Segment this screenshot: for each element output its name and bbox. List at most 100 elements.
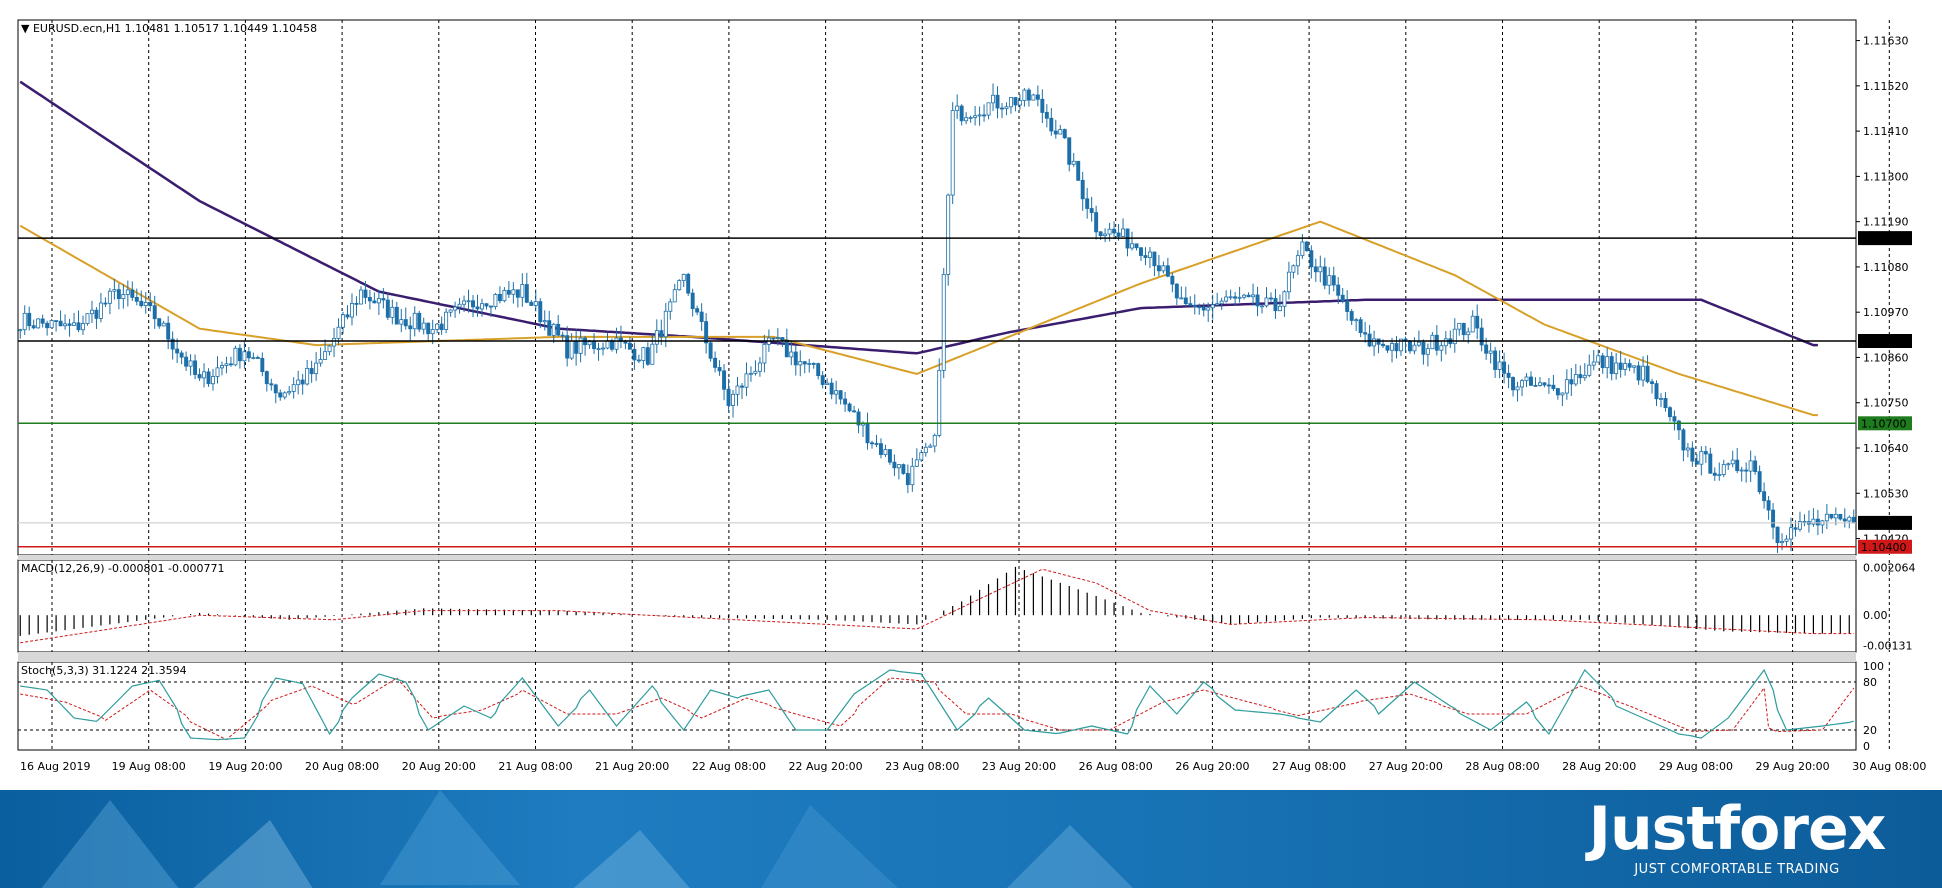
candle-bear xyxy=(403,319,408,327)
candle-bull xyxy=(1699,451,1704,465)
candle-bear xyxy=(372,300,377,304)
candle-bull xyxy=(1632,365,1637,368)
candle-bull xyxy=(757,362,762,372)
candle-bull xyxy=(1318,266,1323,273)
candle-bull xyxy=(242,351,247,362)
candle-bear xyxy=(713,357,718,368)
x-tick-label: 19 Aug 08:00 xyxy=(112,760,186,773)
candle-bull xyxy=(435,323,440,330)
stoch-pane-title: Stoch(5,3,3) 31.1224 21.3594 xyxy=(21,664,187,677)
candle-bear xyxy=(67,323,72,326)
candle-bear xyxy=(1000,107,1004,110)
candle-bear xyxy=(130,289,135,298)
candle-bull xyxy=(376,298,381,304)
candle-bear xyxy=(1094,212,1099,233)
candle-bull xyxy=(480,303,484,310)
candle-bull xyxy=(614,337,619,350)
candle-bear xyxy=(1842,518,1847,522)
candle-bear xyxy=(780,337,785,341)
candle-bear xyxy=(1407,340,1412,352)
level-price-tag xyxy=(1858,539,1912,554)
candle-bull xyxy=(955,105,960,111)
y-tick-label: 1.10530 xyxy=(1863,487,1909,500)
candle-bear xyxy=(1654,383,1659,400)
candle-bull xyxy=(1412,344,1417,352)
candle-bear xyxy=(1757,471,1762,493)
stoch-y-tick-label: 20 xyxy=(1863,724,1877,737)
candle-bear xyxy=(228,363,233,366)
candle-bear xyxy=(237,347,242,362)
candle-bull xyxy=(798,361,803,366)
candle-bear xyxy=(408,325,413,330)
candle-bull xyxy=(1596,355,1601,363)
x-tick-label: 28 Aug 08:00 xyxy=(1465,760,1539,773)
candle-bull xyxy=(421,322,426,330)
candle-bull xyxy=(542,320,547,323)
candle-bear xyxy=(1367,333,1372,347)
candle-bear xyxy=(1744,469,1749,472)
candle-bull xyxy=(1748,460,1753,472)
candle-bull xyxy=(72,322,77,326)
candle-bull xyxy=(85,313,90,324)
candle-bear xyxy=(1708,453,1713,474)
candle-bear xyxy=(363,289,368,298)
x-tick-label: 27 Aug 20:00 xyxy=(1369,760,1443,773)
candle-bear xyxy=(632,348,637,361)
candle-bull xyxy=(1833,513,1838,519)
candle-bull xyxy=(762,343,767,364)
candle-bear xyxy=(27,312,32,327)
brand-name: Justforex xyxy=(1588,794,1887,864)
decor-shape xyxy=(180,820,320,888)
y-tick-label: 1.11300 xyxy=(1863,170,1909,183)
candle-bull xyxy=(681,273,686,282)
candle-bull xyxy=(1107,228,1112,235)
candle-bear xyxy=(175,348,180,354)
brand-logo[interactable]: Justforex JUST COMFORTABLE TRADING xyxy=(1587,790,1887,888)
level-price-tag xyxy=(1858,416,1912,431)
candle-bull xyxy=(587,341,592,346)
y-tick-label: 1.11410 xyxy=(1863,125,1909,138)
candle-bull xyxy=(668,301,673,312)
candle-bear xyxy=(1044,112,1049,119)
candle-bear xyxy=(1062,129,1067,139)
candle-bull xyxy=(1443,338,1448,347)
candle-bull xyxy=(1210,304,1215,309)
candle-bull xyxy=(968,117,973,119)
candle-bear xyxy=(1197,306,1202,309)
candle-bull xyxy=(650,343,655,365)
candle-bear xyxy=(134,296,139,302)
candle-bear xyxy=(659,330,664,338)
y-tick-label: 1.10640 xyxy=(1863,442,1909,455)
candle-bear xyxy=(1156,265,1161,272)
candle-bull xyxy=(1130,243,1134,249)
pane-frame-0 xyxy=(17,19,1857,556)
candle-bull xyxy=(1251,294,1256,298)
candle-bear xyxy=(40,318,45,324)
candle-bear xyxy=(1511,377,1516,391)
candle-bear xyxy=(1712,472,1717,476)
candle-bull xyxy=(161,322,166,327)
decor-shape xyxy=(760,805,900,888)
candle-bear xyxy=(695,308,700,313)
candle-bull xyxy=(775,337,780,339)
candle-bear xyxy=(1053,130,1058,135)
candle-bear xyxy=(1085,198,1090,209)
candle-bull xyxy=(1824,513,1829,522)
candle-bull xyxy=(444,311,449,331)
chart-area[interactable]: 16 Aug 2019 19 Aug 08:00 19 Aug 20:00 20 Au… xyxy=(0,0,1942,790)
candle-bull xyxy=(1466,331,1471,336)
x-tick-label: 29 Aug 20:00 xyxy=(1756,760,1830,773)
x-tick-label: 28 Aug 20:00 xyxy=(1562,760,1636,773)
candle-bear xyxy=(1188,303,1193,306)
candle-bear xyxy=(1533,384,1538,387)
candle-bull xyxy=(1004,106,1009,109)
candle-bear xyxy=(381,298,386,301)
x-tick-label: 27 Aug 08:00 xyxy=(1272,760,1346,773)
candle-bear xyxy=(1529,376,1533,386)
candle-bull xyxy=(1497,361,1502,370)
price-pane-title: ▼ EURUSD.ecn,H1 1.10481 1.10517 1.10449 … xyxy=(21,22,317,35)
candle-bear xyxy=(278,392,283,398)
candle-bear xyxy=(901,464,906,474)
candle-bear xyxy=(699,311,704,322)
candle-bull xyxy=(98,302,103,319)
